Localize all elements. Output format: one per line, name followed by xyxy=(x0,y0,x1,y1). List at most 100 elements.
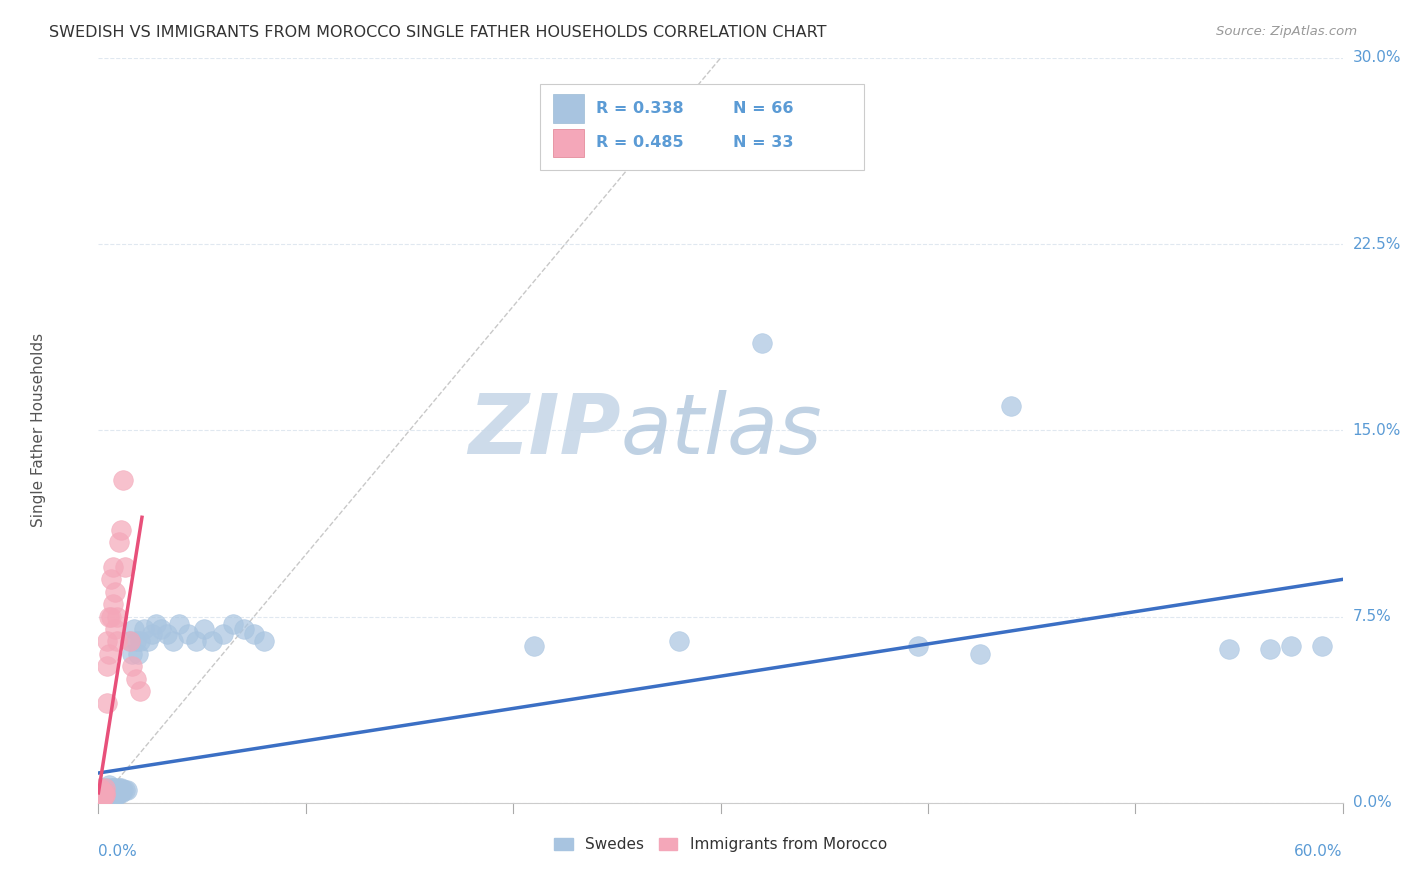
Point xyxy=(1279,640,1302,654)
Point xyxy=(89,780,111,795)
Point xyxy=(97,789,120,803)
FancyBboxPatch shape xyxy=(540,84,863,169)
Point xyxy=(117,783,139,797)
Point xyxy=(89,786,111,800)
Point xyxy=(91,780,114,795)
Text: 7.5%: 7.5% xyxy=(1353,609,1392,624)
Point xyxy=(91,790,114,805)
Point xyxy=(89,790,111,805)
Point xyxy=(108,535,131,549)
Text: ZIP: ZIP xyxy=(468,390,621,471)
Point xyxy=(1218,641,1240,656)
Point xyxy=(751,336,773,351)
Text: N = 33: N = 33 xyxy=(733,136,793,151)
Point xyxy=(112,783,135,797)
Point xyxy=(93,789,115,803)
Point xyxy=(149,622,172,636)
Point xyxy=(96,790,118,805)
Legend: Swedes, Immigrants from Morocco: Swedes, Immigrants from Morocco xyxy=(548,831,893,858)
Point xyxy=(118,634,141,648)
Point xyxy=(114,560,136,574)
Text: N = 66: N = 66 xyxy=(733,101,793,116)
Point xyxy=(110,523,132,537)
Point xyxy=(121,647,143,661)
Point xyxy=(96,697,118,711)
Point xyxy=(89,790,111,805)
Point xyxy=(91,790,114,805)
Point xyxy=(211,627,233,641)
Point xyxy=(108,780,131,795)
Point xyxy=(108,786,131,800)
Text: atlas: atlas xyxy=(621,390,823,471)
Text: Single Father Households: Single Father Households xyxy=(31,334,46,527)
Point xyxy=(89,789,111,803)
Point xyxy=(105,789,128,803)
Point xyxy=(1310,640,1333,654)
Point xyxy=(169,617,191,632)
Point xyxy=(110,786,132,800)
Point xyxy=(253,634,276,648)
Point xyxy=(93,783,115,797)
Point xyxy=(110,780,132,795)
Text: 60.0%: 60.0% xyxy=(1295,844,1343,859)
Point xyxy=(100,609,122,624)
Point xyxy=(243,627,266,641)
Point xyxy=(193,622,215,636)
Point xyxy=(125,672,148,686)
Point xyxy=(907,640,929,654)
Point xyxy=(91,786,114,800)
Point xyxy=(89,783,111,797)
Point xyxy=(201,634,224,648)
Point xyxy=(100,790,122,805)
Point xyxy=(132,622,155,636)
Point xyxy=(105,634,128,648)
Point xyxy=(97,786,120,800)
Point xyxy=(129,634,152,648)
Point xyxy=(523,640,546,654)
Point xyxy=(101,786,124,800)
Point xyxy=(127,647,149,661)
Point xyxy=(969,647,991,661)
Point xyxy=(104,584,127,599)
Point xyxy=(145,617,167,632)
Point xyxy=(91,789,114,803)
Text: 15.0%: 15.0% xyxy=(1353,423,1400,438)
Point xyxy=(96,634,118,648)
Point xyxy=(100,780,122,795)
Point xyxy=(141,627,163,641)
Point xyxy=(121,659,143,673)
Text: SWEDISH VS IMMIGRANTS FROM MOROCCO SINGLE FATHER HOUSEHOLDS CORRELATION CHART: SWEDISH VS IMMIGRANTS FROM MOROCCO SINGL… xyxy=(49,25,827,40)
Point xyxy=(96,786,118,800)
Text: 30.0%: 30.0% xyxy=(1353,51,1402,65)
Point xyxy=(104,780,127,795)
Point xyxy=(1000,399,1022,413)
Point xyxy=(101,560,124,574)
Point xyxy=(222,617,245,632)
Text: R = 0.338: R = 0.338 xyxy=(596,101,683,116)
Point xyxy=(114,783,136,797)
Text: 0.0%: 0.0% xyxy=(98,844,138,859)
Bar xyxy=(553,128,583,157)
Point xyxy=(96,780,118,795)
Point xyxy=(122,622,145,636)
Point xyxy=(101,780,124,795)
Point xyxy=(129,684,152,698)
Point xyxy=(93,790,115,805)
Point xyxy=(87,789,110,803)
Point xyxy=(100,786,122,800)
Point xyxy=(105,783,128,797)
Point xyxy=(104,789,127,803)
Point xyxy=(93,786,115,800)
Point xyxy=(125,634,148,648)
Point xyxy=(1258,641,1281,656)
Point xyxy=(162,634,184,648)
Point xyxy=(89,790,111,805)
Point xyxy=(176,627,198,641)
Point xyxy=(668,634,690,648)
Point xyxy=(101,597,124,611)
Point xyxy=(90,783,112,797)
Point xyxy=(100,573,122,587)
Point xyxy=(90,786,112,800)
Bar xyxy=(553,95,583,123)
Point xyxy=(101,789,124,803)
